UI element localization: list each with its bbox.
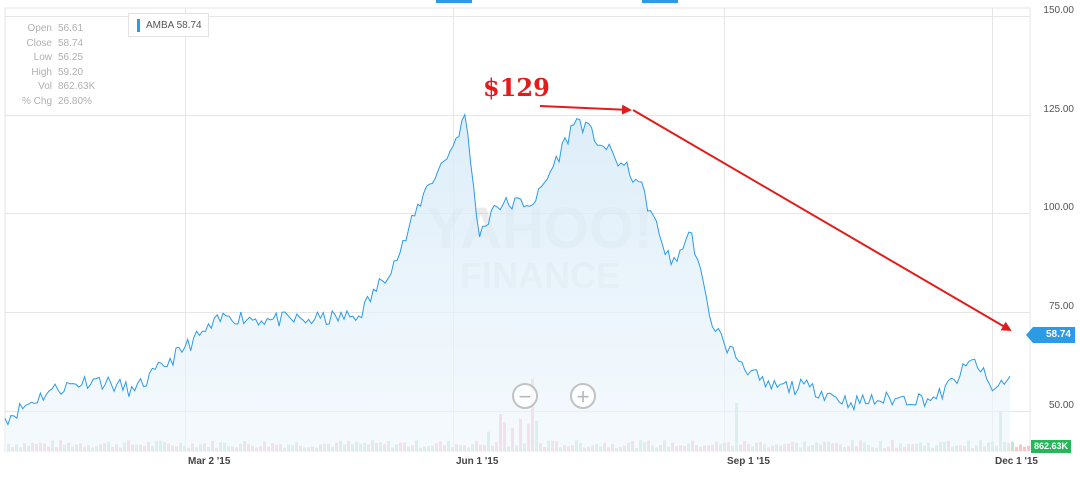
ohlc-row-chg: % Chg 26.80%	[12, 95, 95, 110]
price-point	[93, 378, 95, 380]
price-line	[4, 112, 1011, 426]
zoom-in-button[interactable]: +	[570, 383, 596, 409]
price-area-fill	[5, 114, 1011, 451]
volume-bar	[1019, 444, 1022, 451]
ohlc-value: 58.74	[58, 37, 84, 49]
peak-price-annotation: $129	[483, 73, 550, 102]
ohlc-label: Close	[26, 37, 52, 49]
price-point	[709, 315, 711, 317]
x-axis: Mar 2 '15 Jun 1 '15 Sep 1 '15 Dec 1 '15	[188, 456, 1038, 467]
price-series-line	[4, 112, 1011, 426]
x-tick-label: Mar 2 '15	[188, 456, 231, 467]
price-point	[638, 181, 640, 183]
annotation-arrow-short	[539, 104, 632, 115]
price-point	[464, 114, 466, 116]
ohlc-value: 59.20	[58, 66, 84, 78]
price-point	[270, 319, 272, 321]
ohlc-row-close: Close 58.74	[12, 37, 95, 52]
price-point	[936, 398, 938, 400]
price-point	[399, 252, 401, 254]
price-point	[358, 315, 360, 317]
ohlc-label: High	[31, 66, 52, 78]
ohlc-row-low: Low 56.25	[12, 51, 95, 66]
ohlc-panel: Open 56.61 Close 58.74 Low 56.25 High 59.20 …	[12, 22, 95, 109]
x-tick-label: Dec 1 '15	[995, 456, 1038, 467]
price-point	[723, 343, 725, 345]
series-legend[interactable]: AMBA 58.74	[128, 13, 209, 37]
price-point	[1009, 375, 1011, 377]
price-point	[850, 402, 852, 404]
x-tick-label: Jun 1 '15	[456, 456, 499, 467]
price-point	[48, 390, 50, 392]
price-point	[894, 398, 896, 400]
price-point	[535, 201, 537, 203]
ohlc-row-vol: Vol 862.63K	[12, 80, 95, 95]
price-point	[809, 386, 811, 388]
price-point	[225, 315, 227, 317]
price-point	[4, 418, 6, 420]
price-point	[184, 347, 186, 349]
ohlc-label: Vol	[38, 81, 52, 92]
price-point	[479, 236, 481, 238]
price-point	[423, 193, 425, 195]
y-tick-label: 100.00	[1043, 202, 1074, 213]
y-tick-label: 150.00	[1043, 5, 1074, 16]
last-price-tag: 58.74	[1026, 327, 1075, 343]
volume-bar	[1023, 446, 1026, 451]
x-tick-label: Sep 1 '15	[727, 456, 770, 467]
price-point	[670, 264, 672, 266]
price-point	[314, 319, 316, 321]
annotation-arrows	[539, 104, 1012, 332]
volume-tag: 862.63K	[1031, 440, 1072, 453]
price-point	[576, 118, 578, 120]
volume-bar	[1027, 445, 1030, 451]
price-point	[992, 390, 994, 392]
ohlc-value: 56.25	[58, 52, 84, 63]
series-legend-label: AMBA 58.74	[146, 19, 202, 31]
y-tick-label: 75.00	[1049, 301, 1074, 312]
ohlc-value: 56.61	[58, 23, 84, 34]
price-point	[691, 232, 693, 234]
ohlc-label: % Chg	[21, 95, 52, 107]
price-point	[134, 390, 136, 392]
ohlc-label: Open	[27, 23, 52, 34]
series-color-swatch	[137, 18, 140, 32]
ohlc-label: Low	[33, 52, 52, 63]
y-tick-label: 50.00	[1049, 400, 1074, 411]
tab-indicator-left	[436, 0, 472, 3]
ohlc-value: 862.63K	[58, 81, 96, 92]
price-point	[765, 386, 767, 388]
price-area	[5, 114, 1011, 451]
tab-indicator-right	[642, 0, 678, 3]
volume-bar	[1011, 441, 1014, 451]
price-point	[603, 145, 605, 147]
price-point	[452, 145, 454, 147]
price-point	[494, 205, 496, 207]
ohlc-row-high: High 59.20	[12, 66, 95, 81]
y-axis: 150.00 125.00 100.00 75.00 50.00	[1043, 5, 1074, 411]
ohlc-row-open: Open 56.61	[12, 22, 95, 37]
y-tick-label: 125.00	[1043, 104, 1074, 115]
price-point	[974, 359, 976, 361]
annotation-arrow-long	[632, 109, 1012, 332]
volume-bar	[1015, 447, 1018, 451]
zoom-out-button[interactable]: −	[512, 383, 538, 409]
ohlc-value: 26.80%	[58, 95, 92, 107]
